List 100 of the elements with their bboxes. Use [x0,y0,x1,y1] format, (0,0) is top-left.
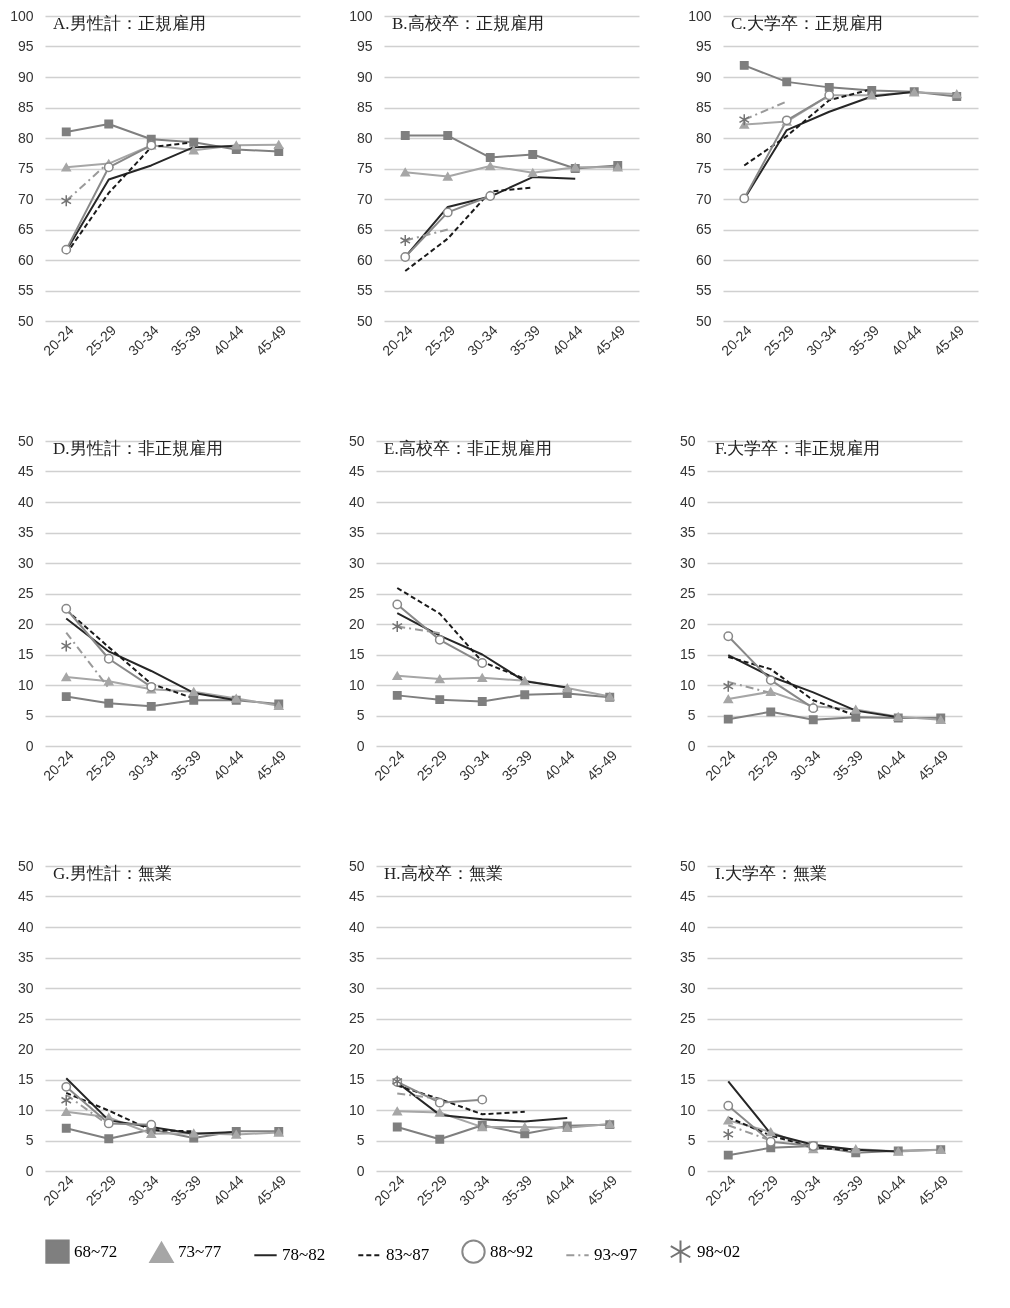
y-tick-label: 55 [17,282,34,298]
y-tick-label: 40 [679,918,696,935]
chart-title: E.高校卒：非正規雇用 [384,439,552,458]
y-tick-label: 70 [17,190,34,207]
y-tick-label: 5 [356,1132,365,1148]
y-tick-label: 85 [356,99,373,115]
y-tick-label: 50 [695,312,712,329]
y-tick-label: 10 [679,1101,696,1118]
y-tick-label: 35 [17,524,34,540]
y-tick-label: 80 [356,129,373,146]
y-tick-label: 65 [17,221,34,237]
y-tick-label: 20 [17,615,34,632]
legend-label: 98~02 [697,1241,741,1261]
y-tick-label: 50 [679,857,696,874]
y-tick-label: 15 [17,1071,34,1087]
y-tick-label: 50 [348,857,365,874]
y-tick-label: 90 [17,68,34,85]
y-tick-label: 10 [679,676,696,693]
y-tick-label: 30 [679,979,696,996]
chart-title: D.男性計：非正規雇用 [53,439,223,458]
y-tick-label: 0 [356,737,365,754]
y-tick-label: 65 [356,221,373,237]
chart-title: A.男性計：正規雇用 [53,14,206,33]
chart-title: I.大学卒：無業 [715,864,827,883]
y-tick-label: 55 [356,282,373,298]
y-tick-label: 10 [17,1101,34,1118]
y-tick-label: 25 [679,585,696,601]
y-tick-label: 15 [679,1071,696,1087]
y-tick-label: 5 [687,1132,696,1148]
y-tick-label: 85 [17,99,34,115]
y-tick-label: 15 [348,646,365,662]
y-tick-label: 70 [695,190,712,207]
y-tick-label: 45 [17,888,34,904]
y-tick-label: 20 [679,1040,696,1057]
y-tick-label: 20 [679,615,696,632]
y-tick-label: 25 [679,1010,696,1026]
y-tick-label: 60 [17,251,34,268]
y-tick-label: 90 [695,68,712,85]
y-tick-label: 75 [695,160,712,176]
y-tick-label: 5 [25,1132,34,1148]
y-tick-label: 0 [25,737,34,754]
y-tick-label: 85 [695,99,712,115]
y-tick-label: 0 [687,737,696,754]
y-tick-label: 30 [17,979,34,996]
y-tick-label: 20 [17,1040,34,1057]
y-tick-label: 0 [687,1162,696,1179]
legend-label: 83~87 [386,1245,430,1265]
y-tick-label: 30 [17,554,34,571]
y-tick-label: 5 [25,707,34,723]
chart-title: F.大学卒：非正規雇用 [715,439,881,458]
chart-title: H.高校卒：無業 [384,864,503,883]
y-tick-label: 35 [679,949,696,965]
y-tick-label: 15 [348,1071,365,1087]
y-tick-label: 40 [348,918,365,935]
y-tick-label: 50 [679,432,696,449]
y-tick-label: 75 [356,160,373,176]
y-tick-label: 15 [679,646,696,662]
y-tick-label: 40 [17,493,34,510]
y-tick-label: 25 [17,585,34,601]
y-tick-label: 70 [356,190,373,207]
y-tick-label: 50 [356,312,373,329]
y-tick-label: 45 [17,463,34,479]
y-tick-label: 35 [17,949,34,965]
y-tick-label: 100 [688,7,712,24]
y-tick-label: 30 [348,554,365,571]
y-tick-label: 80 [695,129,712,146]
y-tick-label: 5 [356,707,365,723]
y-tick-label: 20 [348,615,365,632]
y-tick-label: 95 [17,38,34,54]
y-tick-label: 50 [17,312,34,329]
y-tick-label: 5 [687,707,696,723]
y-tick-label: 65 [695,221,712,237]
y-tick-label: 0 [356,1162,365,1179]
y-tick-label: 90 [356,68,373,85]
y-tick-label: 20 [348,1040,365,1057]
y-tick-label: 50 [17,857,34,874]
y-tick-label: 10 [17,676,34,693]
legend-label: 73~77 [178,1242,222,1262]
y-tick-label: 75 [17,160,34,176]
y-tick-label: 60 [356,251,373,268]
y-tick-label: 45 [679,888,696,904]
legend-label: 68~72 [74,1241,118,1261]
y-tick-label: 45 [348,463,365,479]
y-tick-label: 30 [679,554,696,571]
y-tick-label: 25 [348,1010,365,1026]
y-tick-label: 40 [679,493,696,510]
y-tick-label: 100 [349,7,373,24]
y-tick-label: 50 [348,432,365,449]
chart-title: G.男性計：無業 [53,864,172,883]
legend-label: 78~82 [282,1245,326,1265]
y-tick-label: 100 [10,7,34,24]
chart-title: C.大学卒：正規雇用 [731,14,883,33]
y-tick-label: 40 [348,493,365,510]
y-tick-label: 95 [356,38,373,54]
y-tick-label: 25 [17,1010,34,1026]
y-tick-label: 0 [25,1162,34,1179]
y-tick-label: 80 [17,129,34,146]
chart-title: B.高校卒：正規雇用 [392,14,544,33]
y-tick-label: 10 [348,1101,365,1118]
y-tick-label: 35 [348,949,365,965]
